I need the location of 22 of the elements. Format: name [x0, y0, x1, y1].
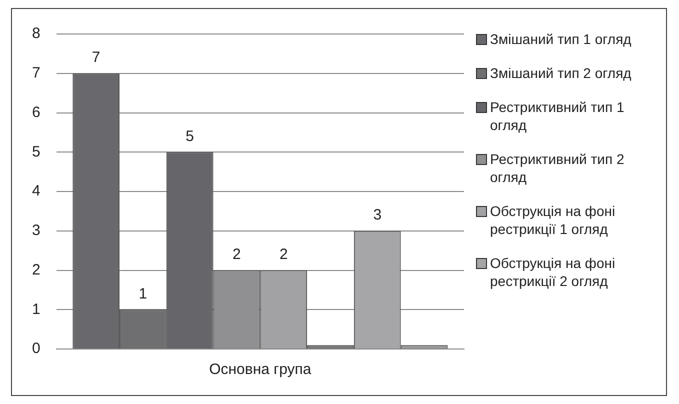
- legend-label: Рестриктивний тип 1 огляд: [490, 98, 626, 134]
- y-tick-label: 8: [32, 25, 40, 42]
- legend-label: Рестриктивний тип 2 огляд: [490, 150, 626, 186]
- x-tick-label: Основна група: [209, 361, 312, 378]
- y-tick-label: 3: [32, 222, 40, 240]
- data-label: 7: [92, 49, 100, 66]
- data-label: 2: [232, 246, 241, 263]
- y-tick-label: 1: [32, 300, 40, 318]
- y-tick-label: 0: [32, 340, 40, 358]
- legend-label: Змішаний тип 1 огляд: [490, 30, 632, 48]
- legend-label: Обструкція на фоні рестрикції 2 огляд: [490, 254, 616, 290]
- data-label: 3: [373, 206, 382, 224]
- data-label: 2: [279, 246, 288, 263]
- y-tick-label: 6: [32, 104, 40, 121]
- y-tick-label: 4: [32, 182, 40, 200]
- data-label: 5: [186, 128, 194, 145]
- y-tick-label: 2: [32, 261, 40, 278]
- y-tick-label: 5: [32, 143, 40, 160]
- legend-label: Обструкція на фоні рестрикції 1 огляд: [490, 202, 616, 238]
- data-label: 1: [138, 285, 148, 302]
- legend-label: Змішаний тип 2 огляд: [490, 64, 632, 82]
- y-tick-label: 7: [32, 64, 40, 82]
